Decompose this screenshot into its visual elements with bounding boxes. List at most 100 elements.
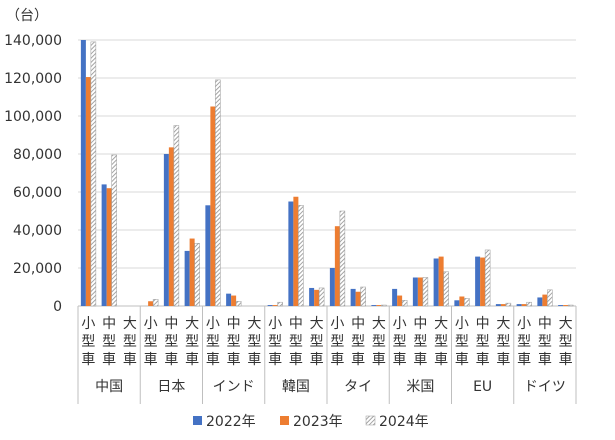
bar	[438, 256, 444, 306]
bar	[459, 296, 465, 306]
x-category-label: 型	[517, 334, 531, 350]
y-tick-label: 100,000	[4, 109, 62, 125]
bar	[355, 291, 361, 306]
x-category-label: 大	[434, 316, 448, 332]
legend-label: 2023年	[293, 414, 343, 430]
x-category-label: 小	[393, 316, 407, 332]
bar	[433, 258, 439, 306]
x-category-label: 型	[310, 334, 324, 350]
legend: 2022年 2023年 2024年	[193, 414, 429, 430]
bar	[392, 288, 398, 306]
bar	[80, 40, 86, 306]
x-category-label: 車	[538, 351, 552, 368]
bar	[111, 154, 117, 307]
x-category-label: 型	[247, 334, 261, 350]
x-category-label: 車	[517, 351, 531, 368]
x-category-label: 型	[206, 334, 220, 350]
x-category-label: 小	[268, 316, 282, 332]
bar	[231, 295, 237, 306]
legend-swatch	[365, 415, 376, 426]
bar	[235, 301, 242, 307]
bar	[397, 295, 403, 306]
x-axis: 小型車中型車大型車小型車中型車大型車小型車中型車大型車小型車中型車大型車小型車中…	[77, 306, 577, 404]
x-category-label: 大	[185, 316, 199, 332]
x-category-label: 型	[393, 334, 407, 350]
bar	[563, 305, 569, 306]
y-tick-label: 140,000	[4, 33, 62, 49]
x-category-label: 型	[81, 334, 95, 350]
x-category-label: 車	[81, 351, 95, 368]
legend-label: 2024年	[379, 414, 429, 430]
x-category-label: 大	[559, 316, 573, 332]
bar	[226, 293, 232, 306]
bar	[537, 297, 543, 306]
bar	[547, 289, 553, 307]
bar	[350, 288, 356, 306]
x-category-label: 中	[413, 316, 427, 332]
bar	[484, 249, 491, 307]
bar	[152, 299, 159, 307]
bar	[215, 79, 221, 307]
y-tick-label: 40,000	[13, 223, 62, 239]
x-category-label: 車	[268, 351, 282, 368]
x-group-label: EU	[473, 379, 492, 395]
x-category-label: 型	[144, 334, 158, 350]
legend-swatch	[193, 416, 202, 425]
x-category-label: 型	[413, 334, 427, 350]
bar	[371, 305, 377, 306]
x-category-label: 大	[310, 316, 324, 332]
bar	[376, 305, 382, 306]
x-category-label: 大	[247, 316, 261, 332]
bar	[454, 300, 460, 306]
x-group-label: ドイツ	[524, 379, 566, 395]
bar	[90, 41, 97, 307]
x-category-label: 車	[455, 351, 469, 368]
x-category-label: 車	[559, 351, 573, 368]
x-category-label: 中	[476, 316, 490, 332]
bar	[163, 154, 169, 306]
bar	[500, 304, 506, 306]
x-group-label: インド	[213, 379, 255, 395]
bar	[267, 305, 273, 306]
x-category-label: 車	[330, 351, 344, 368]
bar	[480, 257, 486, 306]
x-category-label: 車	[393, 351, 407, 368]
x-group-label: 韓国	[282, 379, 310, 395]
x-category-label: 中	[351, 316, 365, 332]
x-category-label: 型	[559, 334, 573, 350]
x-category-label: 車	[434, 351, 448, 368]
x-category-label: 中	[164, 316, 178, 332]
bar	[168, 147, 174, 306]
x-group-label: 中国	[95, 379, 123, 395]
x-category-label: 車	[227, 351, 241, 368]
bar	[334, 226, 340, 306]
x-category-label: 小	[81, 316, 95, 332]
x-group-label: 米国	[406, 379, 434, 395]
bar	[189, 238, 195, 306]
x-category-label: 型	[330, 334, 344, 350]
y-axis-unit-label: （台）	[6, 8, 48, 24]
bar	[309, 287, 315, 306]
x-category-label: 大	[123, 316, 137, 332]
bar	[148, 301, 154, 306]
bar	[475, 256, 481, 306]
x-category-label: 車	[310, 351, 324, 368]
x-category-label: 車	[289, 351, 303, 368]
x-category-label: 小	[206, 316, 220, 332]
x-category-label: 中	[102, 316, 116, 332]
y-tick-label: 20,000	[13, 261, 62, 277]
x-category-label: 車	[185, 351, 199, 368]
x-category-label: 型	[351, 334, 365, 350]
x-category-label: 車	[496, 351, 510, 368]
x-category-label: 中	[538, 316, 552, 332]
x-category-label: 型	[268, 334, 282, 350]
gridlines	[78, 39, 576, 307]
bar	[542, 294, 548, 306]
x-category-label: 車	[351, 351, 365, 368]
bar	[558, 305, 564, 306]
bar	[318, 287, 325, 307]
x-category-label: 型	[123, 334, 137, 350]
bar	[526, 301, 532, 307]
bar	[210, 106, 216, 306]
